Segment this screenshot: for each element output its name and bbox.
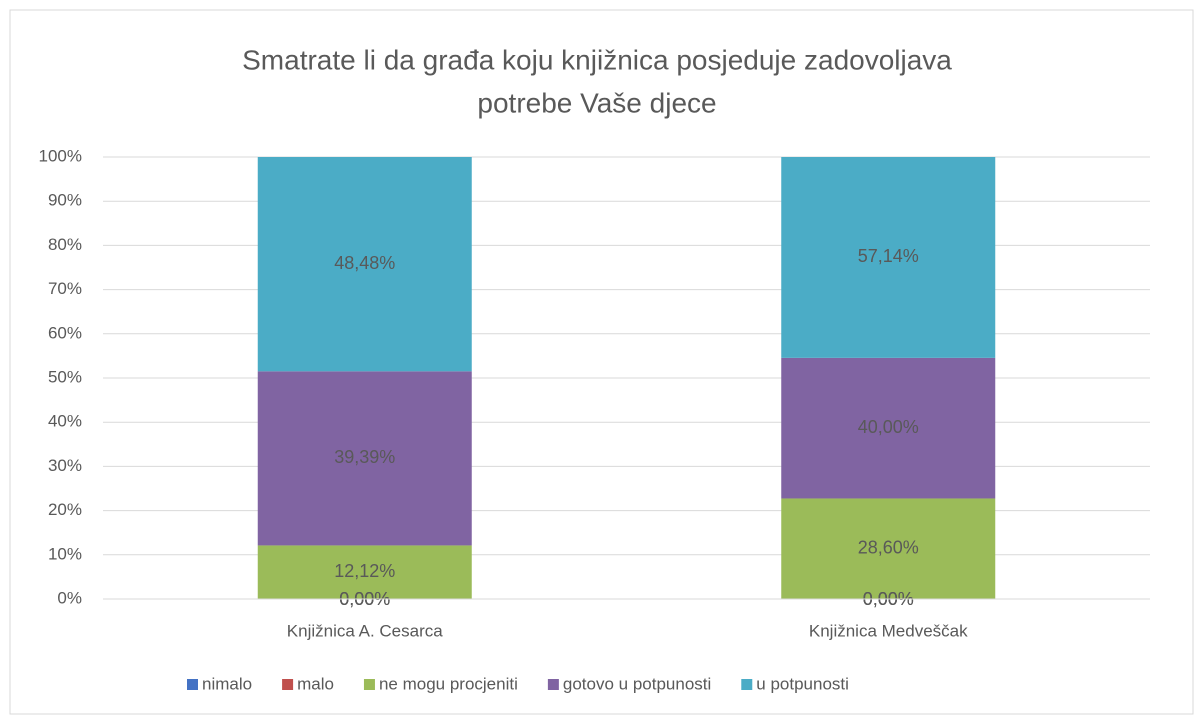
y-tick-label: 30% — [48, 456, 82, 475]
chart-title: potrebe Vaše djece — [477, 87, 716, 118]
y-tick-label: 70% — [48, 279, 82, 298]
legend-swatch — [741, 679, 753, 690]
bar-segment — [781, 357, 996, 499]
data-label: 12,12% — [334, 561, 395, 581]
legend-label: gotovo u potpunosti — [563, 674, 711, 693]
data-label: 39,39% — [334, 447, 395, 467]
y-tick-label: 60% — [48, 323, 82, 342]
legend-swatch — [187, 679, 198, 690]
y-tick-label: 40% — [48, 412, 82, 431]
legend-label: nimalo — [202, 674, 252, 693]
legend-swatch — [547, 679, 559, 690]
data-label: 57,14% — [858, 246, 919, 266]
bar-segment — [257, 545, 472, 599]
x-tick-label: Knjižnica Medveščak — [809, 621, 968, 640]
data-label: 40,00% — [858, 417, 919, 437]
y-tick-label: 100% — [39, 146, 82, 165]
legend-swatch — [282, 679, 294, 690]
x-tick-label: Knjižnica A. Cesarca — [287, 621, 443, 640]
bar-segment — [257, 157, 472, 372]
y-tick-label: 20% — [48, 500, 82, 519]
y-tick-label: 0% — [57, 588, 82, 607]
bar-segment — [781, 157, 996, 358]
chart-border — [9, 9, 1194, 715]
legend-label: malo — [297, 674, 334, 693]
y-tick-label: 90% — [48, 191, 82, 210]
y-tick-label: 80% — [48, 235, 82, 254]
chart-title: Smatrate li da građa koju knjižnica posj… — [242, 44, 952, 75]
bar-segment — [257, 371, 472, 546]
legend-label: u potpunosti — [756, 674, 849, 693]
legend-swatch — [363, 679, 375, 690]
bar-segment — [781, 498, 996, 599]
data-label: 48,48% — [334, 253, 395, 273]
data-label: 28,60% — [858, 537, 919, 557]
y-tick-label: 10% — [48, 544, 82, 563]
legend-label: ne mogu procjeniti — [379, 674, 518, 693]
y-tick-label: 50% — [48, 367, 82, 386]
